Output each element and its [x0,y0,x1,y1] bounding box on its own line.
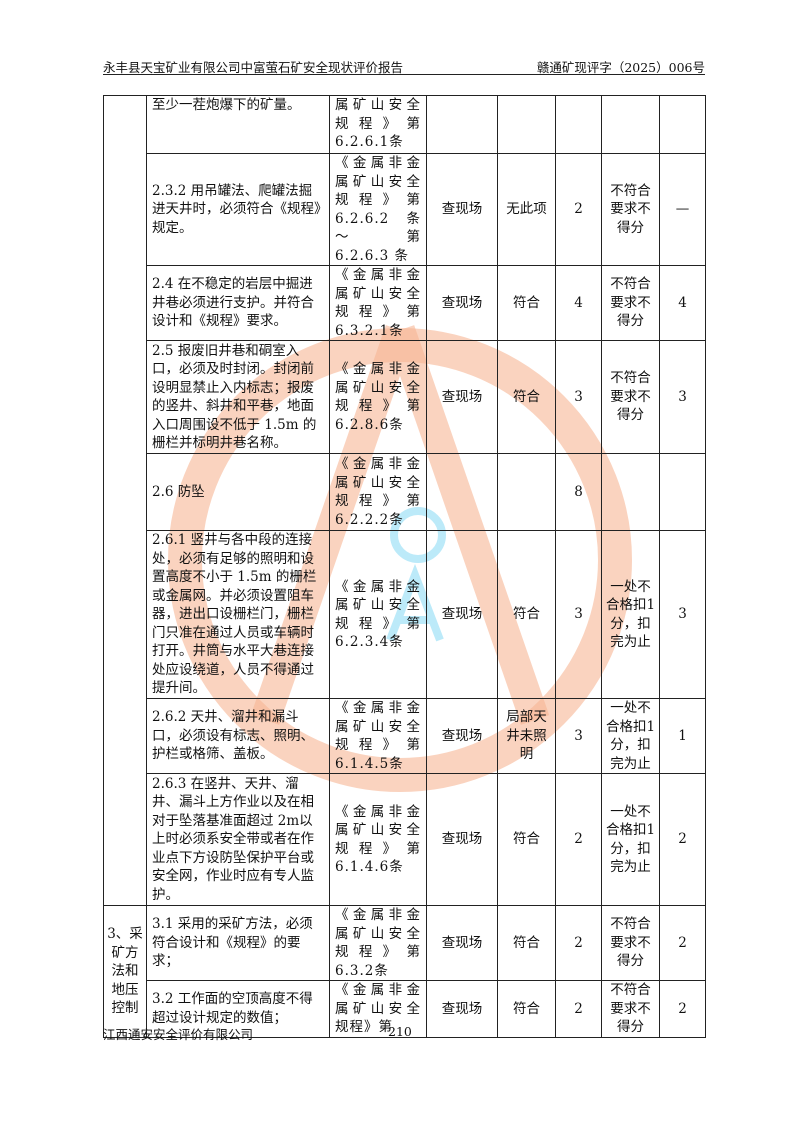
table-row: 2.3.2 用吊罐法、爬罐法掘进天井时，必须符合《规程》规定。 《金属非金属矿山安… [104,153,706,266]
check-item: 3.2 工作面的空顶高度不得超过设计规定的数值； [146,980,330,1038]
actual-score: 2 [659,773,706,906]
standard-score: 3 [555,340,602,454]
actual-score: — [659,153,706,266]
doc-number: 赣通矿现评字（2025）006号 [536,60,705,75]
check-method [426,453,498,531]
actual-score [659,95,706,154]
standard-score: 3 [555,698,602,774]
scoring-rule: 一处不合格扣1 分，扣完为止 [601,773,660,906]
check-method: 查现场 [426,905,498,981]
scoring-rule: 不符合要求不得分 [601,905,660,981]
check-item: 2.4 在不稳定的岩层中掘进井巷必须进行支护。并符合设计和《规程》要求。 [146,265,330,341]
basis: 《金属非金属矿山安全规程》第 6.3.2条 [329,905,427,981]
check-item: 3.1 采用的采矿方法，必须符合设计和《规程》的要求； [146,905,330,981]
check-item: 2.6.2 天井、溜井和漏斗口，必须设有标志、照明、护栏或格筛、盖板。 [146,698,330,774]
scoring-rule: 不符合要求不得分 [601,153,660,266]
basis: 《金属非金属矿山安全规程》第6.2.8.6条 [329,340,427,454]
actual-score: 2 [659,980,706,1038]
actual-score: 4 [659,265,706,341]
standard-score: 2 [555,980,602,1038]
standard-score [555,95,602,154]
check-method [426,95,498,154]
check-method: 查现场 [426,153,498,266]
actual-score: 2 [659,905,706,981]
check-item: 至少一茬炮爆下的矿量。 [146,95,330,154]
standard-score: 2 [555,153,602,266]
basis: 《金属非金属矿山安全规程》第6.1.4.6条 [329,773,427,906]
check-method: 查现场 [426,530,498,699]
scoring-rule: 一处不合格扣1分，扣完为止 [601,698,660,774]
check-result: 符合 [497,773,556,906]
basis: 《金属非金属矿山安全规程》第 [329,980,427,1038]
actual-score: 1 [659,698,706,774]
check-item: 2.6 防坠 [146,453,330,531]
actual-score: 3 [659,530,706,699]
evaluation-table: 至少一茬炮爆下的矿量。 属矿山安全规程》第6.2.6.1条 2.3.2 用吊罐法、爬… [103,95,706,1038]
table-row: 至少一茬炮爆下的矿量。 属矿山安全规程》第6.2.6.1条 [103,95,706,906]
basis: 《金属非金属矿山安全规程》第6.3.2.1条 [329,265,427,341]
check-result: 符合 [497,530,556,699]
category-cell [103,95,147,906]
table-row: 2.4 在不稳定的岩层中掘进井巷必须进行支护。并符合设计和《规程》要求。 《金属非… [104,265,706,341]
actual-score [659,453,706,531]
table-row: 3.2 工作面的空顶高度不得超过设计规定的数值； 《金属非金属矿山安全规程》第 查现… [104,980,706,1038]
check-item: 2.6.3 在竖井、天井、溜井、漏斗上方作业以及在相对于坠落基准面超过 2m以上… [146,773,330,906]
check-method: 查现场 [426,980,498,1038]
basis: 《金属非金属矿山安全规程》第6.2.6.2 条～第 6.2.6.3 条 [329,153,427,266]
check-result: 符合 [497,340,556,454]
scoring-rule: 不符合要求不得分 [601,980,660,1038]
scoring-rule: 一处不合格扣1 分，扣完为止 [601,530,660,699]
check-method: 查现场 [426,265,498,341]
table-row: 2.6.1 竖井与各中段的连接处，必须有足够的照明和设置高度不小于 1.5m 的… [104,530,706,699]
scoring-rule [601,453,660,531]
page-number: 210 [388,1024,412,1039]
table-row: 2.5 报废旧井巷和硐室入口，必须及时封闭。封闭前设明显禁止入内标志；报废的竖井… [104,340,706,454]
check-item: 2.3.2 用吊罐法、爬罐法掘进天井时，必须符合《规程》规定。 [146,153,330,266]
footer-company: 江西通安安全评价有限公司 [103,1027,254,1042]
standard-score: 3 [555,530,602,699]
check-result: 无此项 [497,153,556,266]
standard-score: 8 [555,453,602,531]
check-method: 查现场 [426,340,498,454]
check-item: 2.5 报废旧井巷和硐室入口，必须及时封闭。封闭前设明显禁止入内标志；报废的竖井… [146,340,330,454]
check-result: 符合 [497,905,556,981]
check-result [497,453,556,531]
standard-score: 2 [555,905,602,981]
check-method: 查现场 [426,773,498,906]
check-result: 局部天井未照明 [497,698,556,774]
basis: 《金属非金属矿山安全规程》第6.2.3.4条 [329,530,427,699]
table-row: 3、采矿方法和地压控制 3.1 采用的采矿方法，必须符合设计和《规程》的要求； 《金… [103,905,706,1038]
check-item: 2.6.1 竖井与各中段的连接处，必须有足够的照明和设置高度不小于 1.5m 的… [146,530,330,699]
actual-score: 3 [659,340,706,454]
standard-score: 4 [555,265,602,341]
basis: 《金属非金属矿山安全规程》第6.2.2.2条 [329,453,427,531]
table-row: 2.6 防坠 《金属非金属矿山安全规程》第6.2.2.2条 8 [104,453,706,531]
scoring-rule [601,95,660,154]
check-result [497,95,556,154]
basis: 《金属非金属矿山安全规程》第6.1.4.5条 [329,698,427,774]
scoring-rule: 不符合要求不得分 [601,265,660,341]
category-cell: 3、采矿方法和地压控制 [103,905,147,1038]
report-title: 永丰县天宝矿业有限公司中富萤石矿安全现状评价报告 [103,60,404,75]
check-result: 符合 [497,980,556,1038]
standard-score: 2 [555,773,602,906]
table-row: 2.6.2 天井、溜井和漏斗口，必须设有标志、照明、护栏或格筛、盖板。 《金属非金… [104,698,706,774]
table-row: 2.6.3 在竖井、天井、溜井、漏斗上方作业以及在相对于坠落基准面超过 2m以上… [104,773,706,906]
basis: 属矿山安全规程》第6.2.6.1条 [329,95,427,154]
scoring-rule: 不符合要求不得分 [601,340,660,454]
page-header: 永丰县天宝矿业有限公司中富萤石矿安全现状评价报告 赣通矿现评字（2025）006… [103,56,705,75]
check-result: 符合 [497,265,556,341]
check-method: 查现场 [426,698,498,774]
